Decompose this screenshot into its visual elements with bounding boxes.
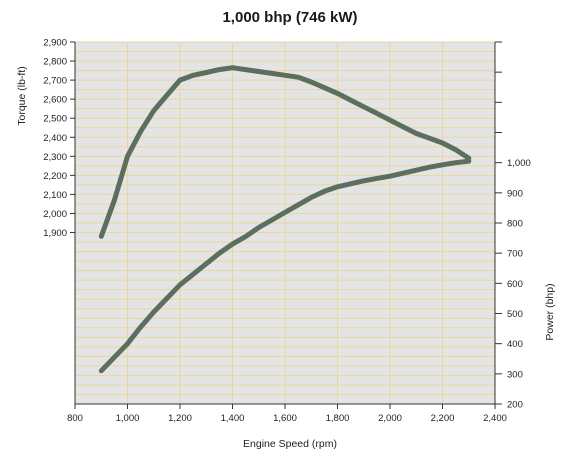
right-tick-label: 300 [507, 369, 523, 380]
x-tick-label: 2,000 [378, 413, 402, 424]
left-tick-label: 2,600 [43, 95, 67, 106]
left-tick-label: 2,700 [43, 76, 67, 87]
x-tick-label: 2,400 [483, 413, 507, 424]
torque-curve [98, 65, 472, 239]
chart-title: 1,000 bhp (746 kW) [222, 9, 357, 26]
right-tick-label: 500 [507, 309, 523, 320]
right-tick-label: 1,000 [507, 158, 531, 169]
left-tick-label: 2,500 [43, 114, 67, 125]
x-tick-label: 1,800 [326, 413, 350, 424]
left-tick-label: 2,300 [43, 152, 67, 163]
right-axis-ticks: 200 300 400 500 600 700 800 900 1,000 [495, 41, 531, 411]
right-tick-label: 400 [507, 339, 523, 350]
left-tick-label: 2,200 [43, 171, 67, 182]
x-tick-label: 2,200 [431, 413, 455, 424]
left-tick-label: 2,000 [43, 209, 67, 220]
x-tick-label: 800 [67, 413, 83, 424]
right-tick-label: 800 [507, 219, 523, 230]
left-tick-label: 1,900 [43, 228, 67, 239]
right-axis-label: Power (bhp) [544, 283, 556, 340]
right-tick-label: 200 [507, 400, 523, 411]
x-tick-label: 1,400 [221, 413, 245, 424]
x-tick-label: 1,000 [116, 413, 140, 424]
x-axis-label: Engine Speed (rpm) [243, 438, 337, 450]
left-tick-label: 2,800 [43, 57, 67, 68]
right-tick-label: 900 [507, 188, 523, 199]
x-tick-label: 1,200 [168, 413, 192, 424]
left-axis-ticks: 1,900 2,000 2,100 2,200 2,300 2,400 2,500 2,600… [43, 38, 75, 239]
left-tick-label: 2,400 [43, 133, 67, 144]
left-tick-label: 2,900 [43, 38, 67, 49]
right-tick-label: 700 [507, 249, 523, 260]
power-curve [98, 158, 472, 374]
right-tick-label: 600 [507, 279, 523, 290]
left-tick-label: 2,100 [43, 190, 67, 201]
x-axis-ticks: 800 1,000 1,200 1,400 1,600 1,800 2,000 2,200 2,… [67, 404, 507, 424]
x-tick-label: 1,600 [273, 413, 297, 424]
left-axis-label: Torque (lb-ft) [16, 66, 28, 126]
data-curves [98, 65, 472, 374]
